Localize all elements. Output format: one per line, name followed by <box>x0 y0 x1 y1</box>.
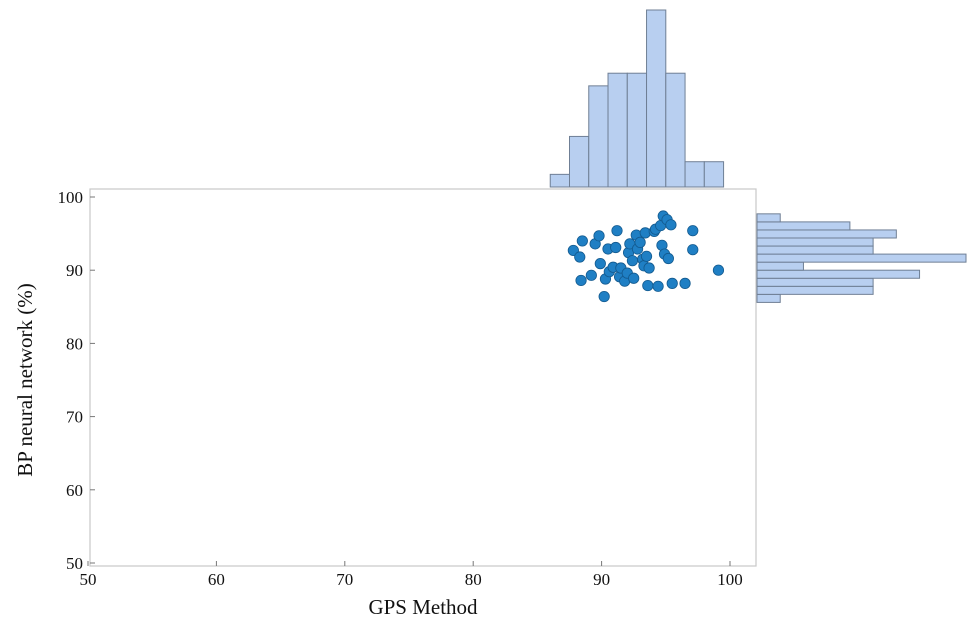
scatter-point <box>611 225 623 237</box>
scatter-point <box>687 225 699 237</box>
y-axis-label: BP neural network (%) <box>13 283 37 476</box>
scatter-point <box>634 236 646 248</box>
y-histogram-bar <box>756 269 921 279</box>
x-histogram-bar <box>607 72 628 188</box>
scatter-point <box>642 279 654 292</box>
scatter-point <box>594 258 606 270</box>
y-histogram-bar <box>756 293 781 303</box>
y-tick-label: 50 <box>66 554 83 573</box>
scatter-point <box>640 250 653 262</box>
y-tick-label: 90 <box>66 261 83 280</box>
y-histogram-bar <box>756 285 874 295</box>
x-tick-label: 90 <box>593 570 610 589</box>
x-histogram-bar <box>646 9 667 188</box>
y-axis-ticks: 50 60 70 80 90 100 <box>58 188 95 573</box>
x-tick-label: 70 <box>336 570 353 589</box>
x-histogram-bar <box>549 173 570 188</box>
scatter-point <box>626 255 639 267</box>
scatter-point <box>665 219 677 231</box>
scatter-point <box>610 241 622 254</box>
y-tick-label: 100 <box>58 188 84 207</box>
y-tick-label: 70 <box>66 408 83 427</box>
top-marginal-histogram <box>549 9 725 188</box>
x-histogram-bar <box>588 85 609 188</box>
x-axis-label: GPS Method <box>368 595 478 619</box>
x-histogram-bar <box>569 135 590 188</box>
x-tick-label: 80 <box>465 570 482 589</box>
x-tick-label: 100 <box>717 570 743 589</box>
scatter-point <box>574 251 586 263</box>
y-histogram-bar <box>756 213 781 223</box>
scatter-point <box>679 277 691 289</box>
x-histogram-bar <box>684 161 705 188</box>
scatter-point <box>687 244 699 256</box>
scatter-point <box>643 262 655 274</box>
scatter-point <box>576 235 588 247</box>
x-axis-ticks: 50 60 70 80 90 100 <box>80 561 743 589</box>
y-histogram-bar <box>756 245 874 255</box>
x-histogram-bar <box>626 72 648 188</box>
y-histogram-bar <box>756 261 804 271</box>
y-histogram-bar <box>756 277 874 287</box>
x-tick-label: 60 <box>208 570 225 589</box>
y-tick-label: 60 <box>66 481 83 500</box>
scatter-point <box>628 272 640 284</box>
x-tick-label: 50 <box>80 570 97 589</box>
scatter-point <box>593 230 605 242</box>
scatter-point <box>712 264 725 276</box>
y-histogram-bar <box>756 237 874 247</box>
scatter-point <box>598 290 610 303</box>
scatter-point <box>662 252 674 265</box>
scatter-point <box>652 280 664 292</box>
y-histogram-bar <box>756 221 851 231</box>
scatter-point <box>585 269 597 281</box>
x-histogram-bar <box>665 72 686 188</box>
y-tick-label: 80 <box>66 334 83 353</box>
y-histogram-bar <box>756 229 897 239</box>
scatter-points <box>567 210 725 303</box>
y-histogram-bar <box>756 253 967 263</box>
scatter-point <box>575 274 587 287</box>
plot-frame <box>89 188 757 567</box>
right-marginal-histogram <box>756 213 967 303</box>
scatter-point <box>666 277 678 289</box>
x-histogram-bar <box>703 161 725 188</box>
